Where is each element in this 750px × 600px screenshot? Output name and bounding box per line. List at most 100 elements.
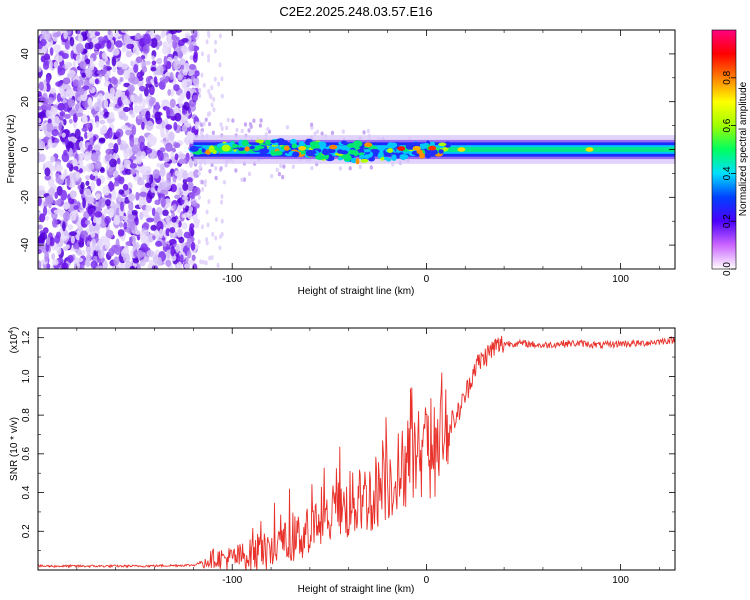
signal-halo — [211, 130, 215, 136]
noise-speckle — [92, 217, 98, 224]
noise-speckle — [219, 122, 223, 128]
signal-blob — [348, 149, 357, 155]
snr-scale-exp: 4 — [8, 330, 15, 334]
noise-speckle — [157, 181, 166, 190]
noise-speckle — [68, 99, 76, 107]
snr-scale-note: (x104) — [8, 327, 20, 354]
noise-speckle — [104, 111, 110, 118]
noise-speckle — [166, 33, 173, 39]
signal-blob — [268, 146, 276, 150]
signal-blob — [340, 140, 348, 145]
signal-blob — [322, 148, 328, 154]
noise-speckle — [138, 197, 143, 209]
noise-speckle — [214, 235, 218, 241]
signal-halo — [222, 180, 227, 185]
noise-speckle — [91, 238, 97, 248]
noise-speckle — [69, 210, 77, 222]
noise-speckle — [98, 138, 106, 144]
noise-speckle — [207, 53, 211, 59]
snr-x-ticks: -100 0 100 — [76, 328, 660, 586]
noise-speckle — [149, 174, 154, 185]
noise-speckle — [90, 260, 98, 269]
noise-speckle — [112, 170, 119, 177]
noise-speckle — [78, 34, 83, 43]
noise-speckle — [150, 224, 157, 231]
noise-speckle — [55, 81, 63, 87]
noise-speckle — [192, 94, 199, 102]
noise-speckle — [145, 110, 151, 121]
noise-speckle — [160, 197, 166, 208]
noise-speckle — [58, 122, 63, 131]
noise-speckle — [121, 63, 129, 70]
noise-speckle — [73, 165, 79, 171]
signal-halo — [199, 130, 204, 136]
signal-blob — [352, 140, 363, 148]
noise-speckle — [207, 57, 211, 63]
noise-speckle — [139, 141, 145, 152]
noise-speckle — [128, 200, 134, 212]
noise-speckle — [105, 229, 114, 239]
noise-speckle — [157, 256, 162, 267]
noise-speckle — [64, 61, 72, 71]
signal-halo — [219, 166, 223, 171]
noise-speckle — [75, 103, 80, 112]
noise-speckle — [88, 41, 94, 50]
noise-speckle — [205, 237, 209, 243]
signal-halo — [279, 163, 283, 168]
noise-speckle — [108, 207, 115, 218]
noise-speckle — [49, 236, 55, 247]
noise-speckle — [127, 209, 133, 215]
signal-halo — [200, 179, 204, 185]
noise-speckle — [169, 72, 174, 81]
noise-speckle — [95, 193, 101, 200]
signal-blob — [264, 139, 272, 145]
noise-speckle — [113, 256, 120, 266]
noise-speckle — [161, 99, 169, 105]
noise-speckle — [63, 113, 71, 119]
noise-speckle — [98, 238, 107, 245]
noise-speckle — [150, 187, 156, 193]
noise-speckle — [140, 108, 147, 116]
noise-speckle — [78, 87, 85, 96]
noise-speckle — [93, 144, 101, 152]
noise-speckle — [112, 77, 118, 85]
signal-halo — [197, 171, 201, 176]
noise-speckle — [58, 55, 63, 63]
colorbar-tick-label: 0.8 — [722, 70, 733, 84]
noise-speckle — [61, 132, 66, 138]
noise-speckle — [105, 153, 110, 162]
noise-speckle — [193, 169, 200, 178]
noise-speckle — [174, 194, 181, 200]
noise-speckle — [169, 108, 174, 115]
colorbar-ticks: 0.0 0.2 0.4 0.6 0.8 — [722, 70, 736, 276]
noise-speckle — [169, 98, 176, 108]
noise-speckle — [106, 40, 112, 49]
signal-blob — [438, 142, 447, 147]
noise-speckle — [75, 112, 84, 117]
signal-halo — [277, 171, 282, 177]
noise-speckle — [132, 258, 140, 264]
noise-speckle — [154, 101, 160, 112]
noise-speckle — [112, 48, 120, 56]
noise-speckle — [168, 239, 177, 245]
snr-frame — [37, 327, 676, 571]
signal-halo — [208, 168, 212, 174]
noise-speckle — [170, 88, 175, 97]
noise-speckle — [60, 189, 68, 201]
spectrogram-y-ticks: -40 -20 0 20 40 — [20, 29, 675, 270]
signal-blob — [360, 158, 369, 163]
noise-speckle — [56, 92, 62, 103]
noise-speckle — [173, 84, 180, 92]
noise-speckle — [129, 86, 134, 97]
noise-speckle — [130, 168, 137, 175]
noise-speckle — [99, 167, 105, 174]
noise-speckle — [192, 53, 198, 63]
noise-speckle — [181, 124, 188, 132]
noise-speckle — [108, 142, 114, 149]
noise-speckle — [95, 205, 102, 214]
noise-speckle — [182, 182, 189, 191]
signal-blob — [201, 148, 206, 153]
signal-blob — [438, 149, 444, 154]
noise-speckle — [173, 60, 182, 71]
noise-speckle — [75, 257, 84, 263]
